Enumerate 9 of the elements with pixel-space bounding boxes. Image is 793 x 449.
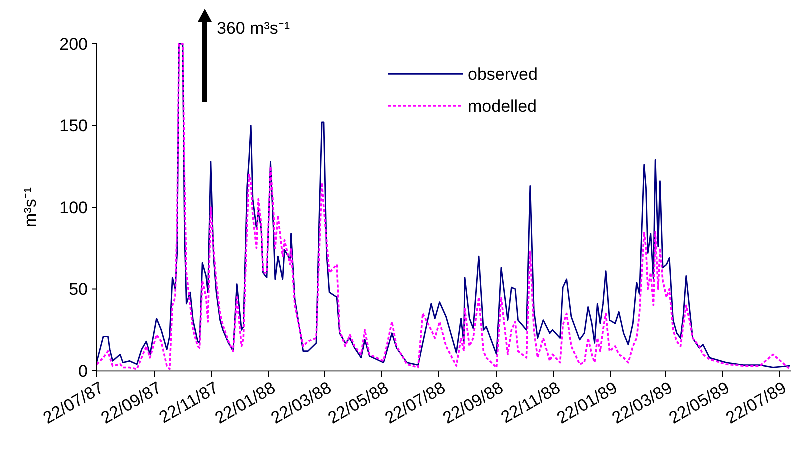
legend-label: observed [468, 64, 538, 84]
y-tick-label: 150 [60, 116, 88, 136]
legend-label: modelled [468, 96, 537, 116]
text: 360 m³s⁻¹ [217, 19, 290, 38]
y-tick-label: 50 [69, 280, 88, 300]
y-tick-label: 0 [78, 362, 88, 381]
y-axis-title: m³s⁻¹ [21, 187, 40, 228]
y-tick-label: 200 [60, 34, 88, 54]
y-tick-label: 100 [60, 198, 88, 218]
